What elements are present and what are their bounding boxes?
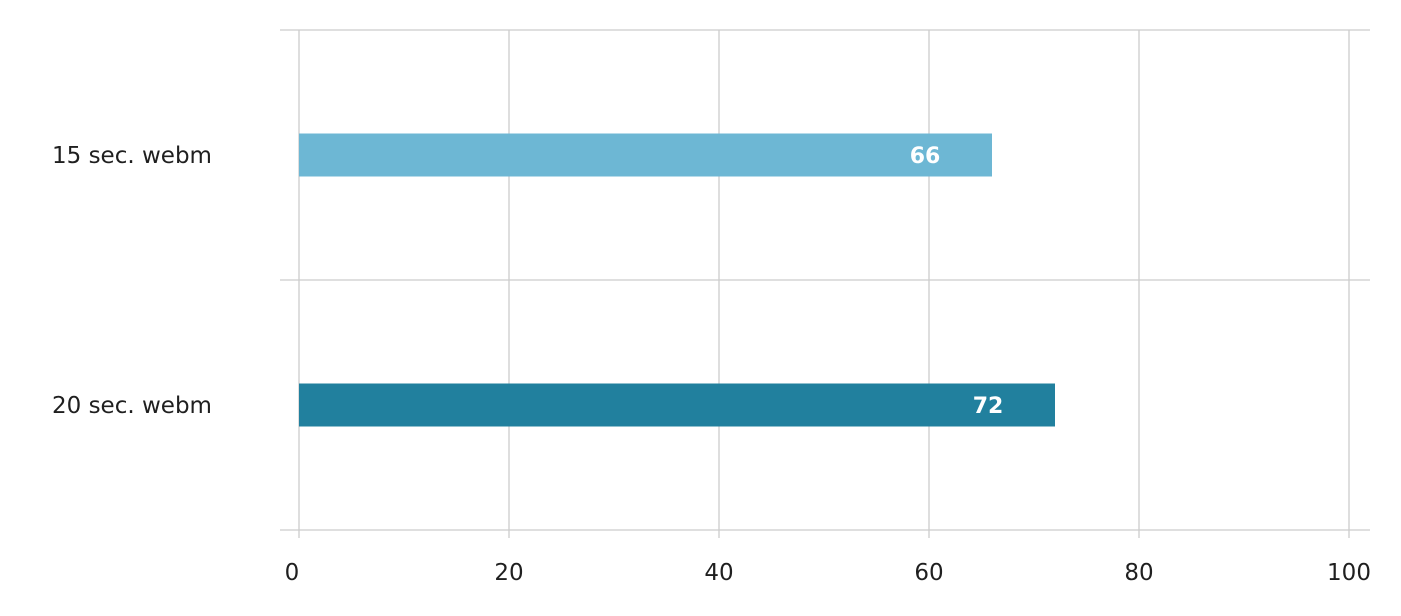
x-tick-label: 80 — [1124, 560, 1153, 586]
category-labels: 15 sec. webm 20 sec. webm — [52, 143, 212, 419]
x-tick-label: 0 — [285, 560, 300, 586]
bar — [299, 383, 1055, 427]
data-label: 66 — [910, 144, 941, 169]
x-tick-label: 60 — [914, 560, 943, 586]
bars: 66 72 — [299, 133, 1055, 427]
x-tick-label: 40 — [704, 560, 733, 586]
category-label: 20 sec. webm — [52, 393, 212, 419]
x-tick-label: 20 — [494, 560, 523, 586]
grid — [280, 29, 1370, 538]
category-label: 15 sec. webm — [52, 143, 212, 169]
bar — [299, 133, 992, 177]
x-tick-labels: 0 20 40 60 80 100 — [285, 560, 1371, 586]
data-label: 72 — [973, 394, 1004, 419]
x-tick-label: 100 — [1327, 560, 1371, 586]
